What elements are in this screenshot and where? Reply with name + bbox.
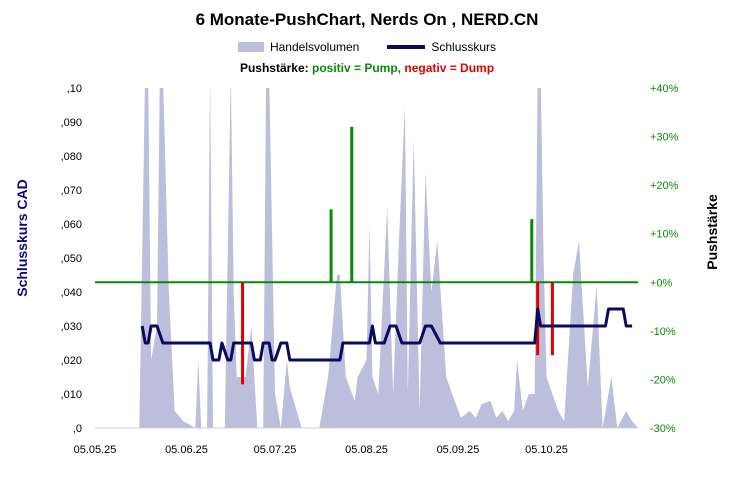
x-tick-label: 05.06.25 [165,444,208,456]
y-right-tick-label: -30% [650,423,676,435]
y-left-tick-label: ,010 [61,389,82,401]
y-right-tick-label: +40% [650,83,679,95]
x-tick-label: 05.09.25 [437,444,480,456]
x-tick-label: 05.10.25 [525,444,568,456]
legend-swatch-close [387,45,426,49]
y-left-tick-label: ,070 [61,185,82,197]
y-left-tick-label: ,080 [61,151,82,163]
legend-item-volume: Handelsvolumen [237,40,360,54]
legend-swatch-volume [237,42,264,52]
x-tick-label: 05.05.25 [74,444,117,456]
subtitle-positive: positiv = Pump, [312,61,402,75]
y-right-tick-label: +0% [650,277,673,289]
y-left-tick-label: ,090 [61,117,82,129]
y-left-tick-label: ,050 [61,253,82,265]
volume-area [127,88,638,428]
legend-label-volume: Handelsvolumen [269,40,360,54]
y-left-tick-label: ,030 [61,321,82,333]
chart-subtitle: Pushstärke: positiv = Pump, negativ = Du… [0,61,734,75]
y-right-tick-label: +30% [650,132,679,144]
legend: Handelsvolumen Schlusskurs [0,40,734,54]
legend-item-close: Schlusskurs [387,40,496,54]
subtitle-negative: negativ = Dump [404,61,495,75]
y-left-tick-label: ,060 [61,219,82,231]
y-left-tick-label: ,10 [67,83,82,95]
x-tick-label: 05.08.25 [345,444,388,456]
y-right-tick-label: -20% [650,374,676,386]
x-tick-label: 05.07.25 [254,444,297,456]
y-right-tick-label: -10% [650,326,676,338]
close-line [140,307,633,362]
y-left-tick-label: ,0 [73,423,82,435]
y-right-tick-label: +20% [650,180,679,192]
y-left-tick-label: ,040 [61,287,82,299]
subtitle-prefix: Pushstärke: [239,61,309,75]
y-left-tick-label: ,020 [61,355,82,367]
y-right-tick-label: +10% [650,229,679,241]
chart-title: 6 Monate-PushChart, Nerds On , NERD.CN [195,10,539,29]
legend-label-close: Schlusskurs [431,40,497,54]
